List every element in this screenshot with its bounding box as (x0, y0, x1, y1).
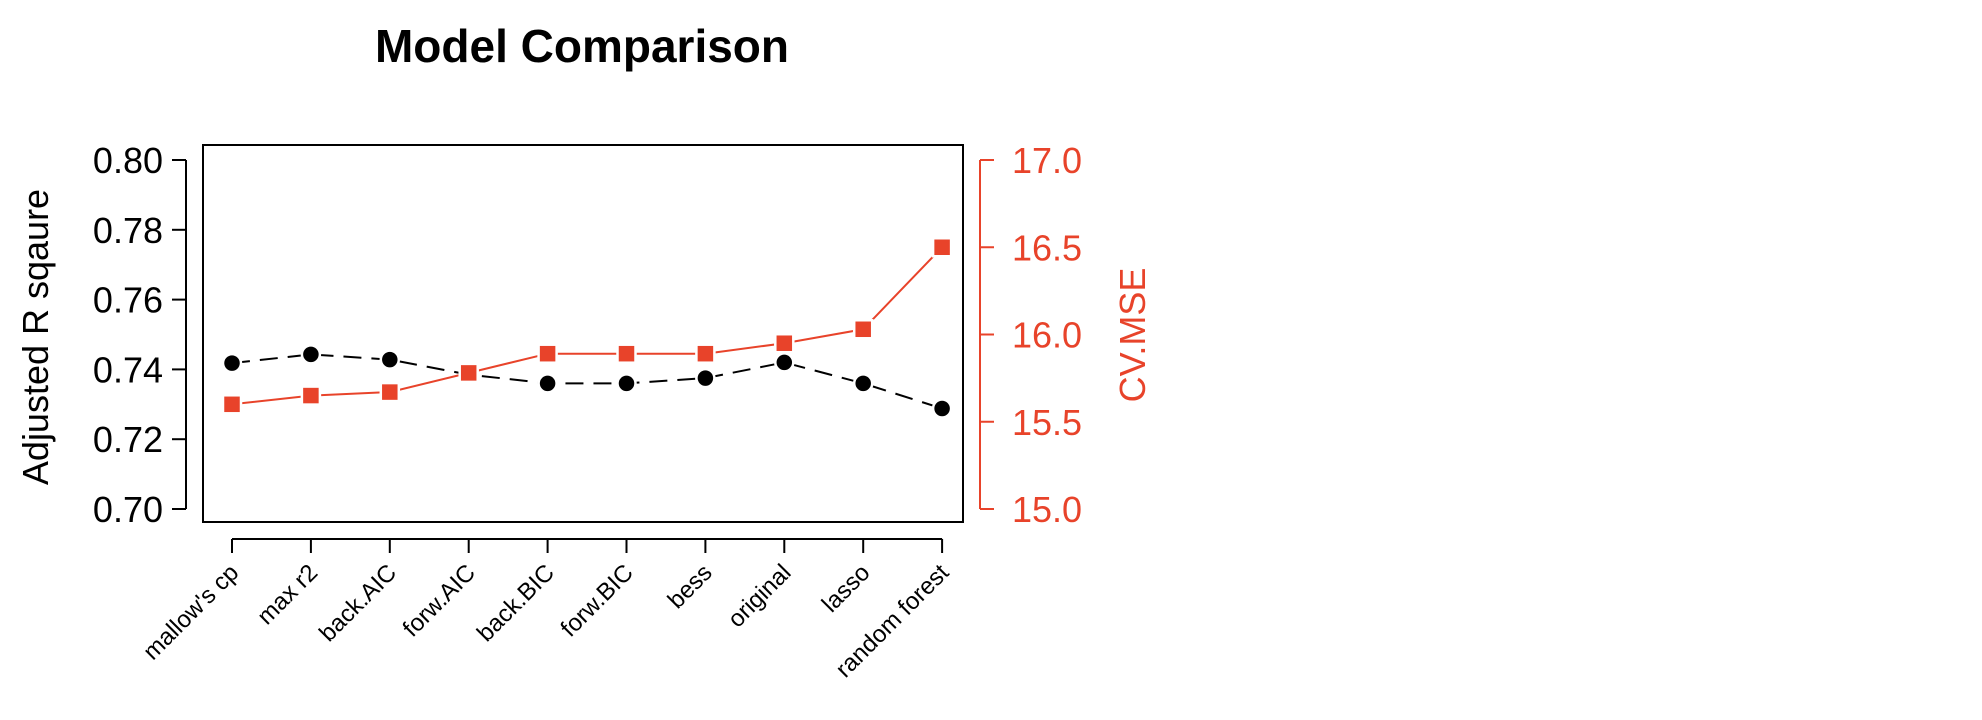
x-tick-label: max r2 (252, 559, 323, 630)
right-axis: 15.0 15.5 16.0 16.5 17.0 (979, 140, 1082, 530)
right-axis-label: CV.MSE (1112, 268, 1153, 403)
series-layer (221, 237, 953, 419)
data-point (300, 385, 322, 406)
right-tick-label: 16.5 (1012, 227, 1082, 268)
left-axis-label: Adjusted R sqaure (15, 189, 56, 485)
data-point (221, 394, 243, 415)
data-point (616, 373, 637, 394)
series-left (221, 344, 953, 419)
data-point (379, 381, 401, 403)
left-tick-label: 0.72 (93, 419, 163, 460)
data-point (695, 343, 716, 364)
data-point (695, 367, 716, 389)
x-tick-label: original (723, 559, 797, 633)
data-point (379, 349, 401, 370)
left-tick-label: 0.70 (93, 489, 163, 530)
x-tick-label: bess (663, 559, 718, 614)
series-line-left (231, 353, 943, 410)
left-tick-label: 0.78 (93, 210, 163, 251)
data-point (931, 237, 953, 258)
left-tick-label: 0.76 (93, 280, 163, 321)
data-point (774, 352, 795, 373)
plot-frame (202, 144, 964, 523)
left-tick-label: 0.74 (93, 349, 163, 390)
chart-title: Model Comparison (375, 20, 789, 72)
x-axis: mallow's cp max r2back.AICforw.AICback.BI… (138, 538, 955, 683)
x-tick-label: mallow's cp (138, 559, 244, 665)
series-line-right (231, 246, 943, 406)
right-tick-label: 15.0 (1012, 489, 1082, 530)
right-tick-label: 15.5 (1012, 402, 1082, 443)
data-point (537, 373, 558, 394)
left-tick-label: 0.80 (93, 140, 163, 181)
data-point (931, 398, 953, 419)
x-tick-label: forw.BIC (556, 559, 639, 642)
left-axis: 0.70 0.72 0.74 0.76 0.78 0.80 (93, 140, 187, 530)
data-point (537, 343, 558, 364)
data-point (852, 319, 874, 340)
data-point (616, 343, 637, 364)
data-point (221, 352, 243, 374)
x-tick-label: lasso (817, 559, 876, 618)
data-point (458, 362, 479, 384)
series-right (221, 237, 953, 415)
data-point (300, 344, 322, 365)
right-tick-label: 16.0 (1012, 315, 1082, 356)
x-tick-label: back.BIC (472, 559, 560, 647)
x-tick-label: back.AIC (314, 559, 402, 647)
x-tick-label: forw.AIC (398, 559, 481, 642)
right-tick-label: 17.0 (1012, 140, 1082, 181)
data-point (774, 332, 795, 354)
data-point (852, 373, 874, 394)
